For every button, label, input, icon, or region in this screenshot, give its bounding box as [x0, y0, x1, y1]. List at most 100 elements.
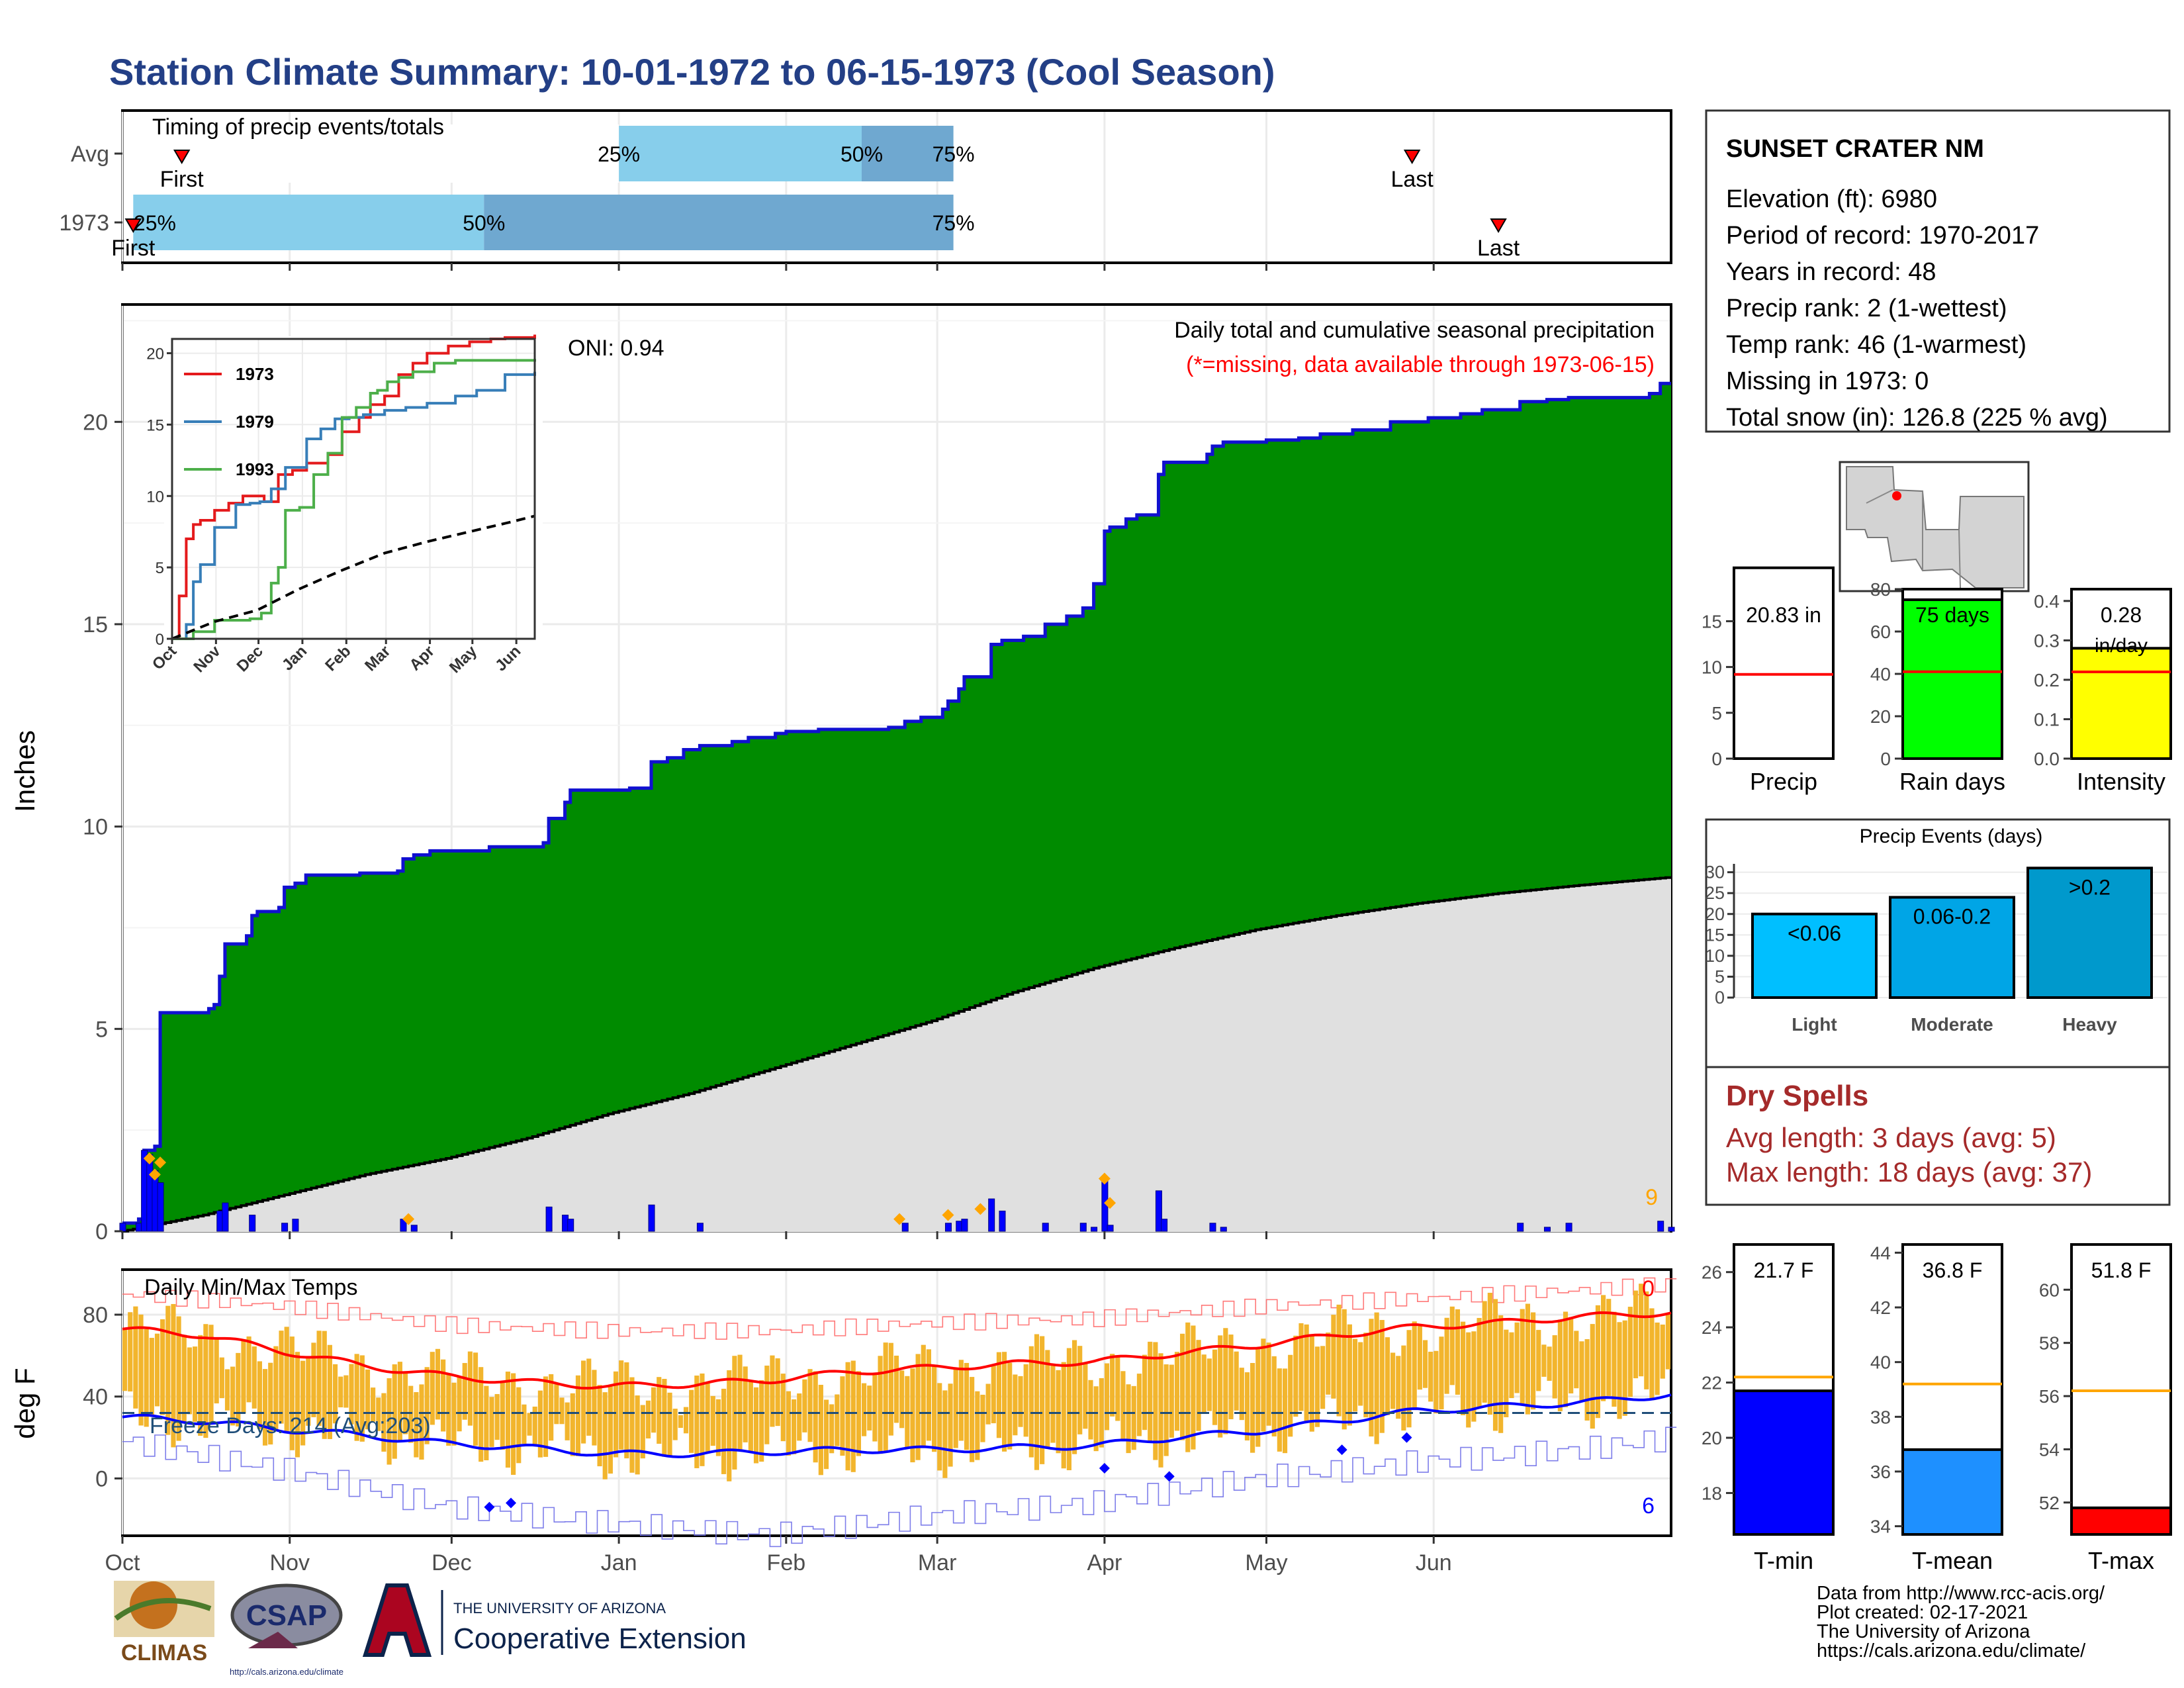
daily-precip-bar [1543, 1227, 1551, 1232]
daily-temp-bar [996, 1352, 1001, 1438]
daily-temp-bar [1045, 1350, 1050, 1449]
gauge-ytick-label: 0.4 [2034, 591, 2060, 612]
station-name: SUNSET CRATER NM [1726, 135, 1984, 163]
daily-precip-bar [146, 1154, 154, 1232]
daily-temp-bar [910, 1368, 915, 1463]
temp-bottom-right-label: 6 [1642, 1493, 1655, 1519]
temp-ytick-label: 0 [95, 1466, 108, 1491]
daily-temp-bar [964, 1362, 970, 1450]
daily-temp-bar [462, 1363, 467, 1420]
daily-temp-bar [1520, 1309, 1525, 1404]
gauge-ytick-label: 56 [2039, 1386, 2060, 1407]
daily-temp-bar [316, 1331, 322, 1426]
daily-temp-bar [138, 1314, 144, 1426]
daily-temp-bar [786, 1391, 792, 1456]
snow-marker-icon [148, 1168, 161, 1181]
daily-temp-bar [1606, 1299, 1612, 1396]
daily-temp-bar [753, 1387, 759, 1464]
temp-ytick-label: 40 [83, 1385, 108, 1410]
daily-temp-bar [1142, 1354, 1148, 1430]
daily-precip-bar [901, 1223, 909, 1232]
daily-temp-bar [279, 1331, 284, 1424]
daily-precip-bar [961, 1219, 968, 1232]
daily-precip-bar [1155, 1190, 1162, 1232]
events-ytick-label: 10 [1705, 946, 1725, 966]
inset-series-line [172, 371, 536, 640]
daily-temp-bar [1461, 1321, 1466, 1415]
cumulative-precip-line [122, 381, 1671, 1225]
daily-temp-bar [543, 1376, 549, 1457]
daily-temp-bar [224, 1369, 230, 1411]
daily-temp-bar [1639, 1284, 1644, 1377]
gauge-ytick-label: 20 [1870, 706, 1891, 727]
daily-precip-bar [119, 1223, 126, 1232]
daily-temp-bar [1504, 1329, 1509, 1417]
daily-temp-bar [160, 1319, 165, 1415]
daily-precip-bar [1107, 1225, 1114, 1232]
daily-temp-bar [672, 1409, 678, 1440]
gauge-value-label: 21.7 F [1754, 1258, 1814, 1282]
daily-temp-bar [457, 1377, 462, 1432]
daily-temp-bar [1040, 1336, 1045, 1464]
daily-temp-bar [154, 1333, 160, 1407]
daily-precip-bar [410, 1225, 418, 1232]
gauge-ytick-label: 38 [1870, 1407, 1891, 1427]
credit-line: Data from http://www.rcc-acis.org/ [1817, 1583, 2105, 1604]
daily-temp-bar [953, 1369, 958, 1448]
daily-temp-bar [608, 1385, 613, 1474]
daily-precip-bar [1565, 1223, 1572, 1232]
daily-temp-bar [537, 1390, 543, 1458]
daily-temp-bar [657, 1377, 662, 1444]
daily-temp-bar [246, 1336, 251, 1403]
gauge-ytick-label: 0.0 [2034, 749, 2060, 769]
daily-temp-bar [1034, 1334, 1040, 1470]
logo-csap: CSAP http://cals.arizona.edu/climate [230, 1583, 343, 1677]
daily-temp-bar [192, 1346, 198, 1422]
daily-temp-bar [441, 1359, 446, 1432]
logo-climas: CLIMAS [114, 1581, 214, 1665]
daily-temp-bar [780, 1374, 786, 1442]
daily-temp-bar [311, 1342, 316, 1417]
gauge-ytick-label: 60 [2039, 1280, 2060, 1300]
daily-temp-bar [1649, 1308, 1655, 1401]
locator-map [1839, 461, 2030, 592]
daily-temp-bar [1326, 1333, 1331, 1395]
daily-temp-bar [359, 1355, 365, 1442]
daily-temp-bar [1255, 1348, 1261, 1447]
gauge-value-label: 75 days [1915, 603, 1989, 627]
daily-temp-bar [1288, 1354, 1293, 1437]
daily-temp-bar [592, 1370, 597, 1446]
gauge-frame [2070, 1243, 2172, 1536]
daily-temp-bar [1595, 1305, 1601, 1419]
precip-ytick-label: 20 [83, 410, 108, 435]
gauge-value-label: 20.83 in [1746, 603, 1821, 627]
dry-spells-box: Dry Spells Avg length: 3 days (avg: 5) M… [1705, 1066, 2171, 1206]
daily-temp-bar [570, 1393, 575, 1456]
daily-temp-bar [1574, 1331, 1579, 1389]
timing-percent-label: 50% [463, 211, 505, 235]
daily-temp-bar [813, 1371, 818, 1463]
record-low-marker-icon [506, 1497, 517, 1509]
daily-precip-bar [567, 1219, 574, 1232]
daily-temp-bar [1250, 1363, 1255, 1453]
daily-temp-bar [516, 1387, 522, 1464]
daily-temp-bar [651, 1387, 657, 1433]
daily-temp-bar [581, 1360, 586, 1444]
precip-title: Daily total and cumulative seasonal prec… [1174, 318, 1655, 343]
station-info-box: SUNSET CRATER NM Elevation (ft): 6980 Per… [1705, 109, 2171, 433]
x-tick-label: May [1245, 1550, 1287, 1575]
station-info-line: Precip rank: 2 (1-wettest) [1726, 295, 2007, 322]
daily-temp-bar [737, 1354, 743, 1450]
daily-temp-bar [408, 1385, 414, 1443]
daily-temp-bar [559, 1397, 565, 1425]
timing-marker-icon [1490, 218, 1507, 233]
x-tick-label: Feb [767, 1550, 806, 1575]
events-bar [2026, 867, 2153, 999]
daily-temp-bar [1271, 1356, 1277, 1436]
gauge-value-unit: in/day [2095, 635, 2148, 657]
daily-temp-bar [338, 1376, 343, 1408]
average-cumulative-line [122, 876, 1672, 1233]
daily-temp-bar [1201, 1354, 1206, 1413]
